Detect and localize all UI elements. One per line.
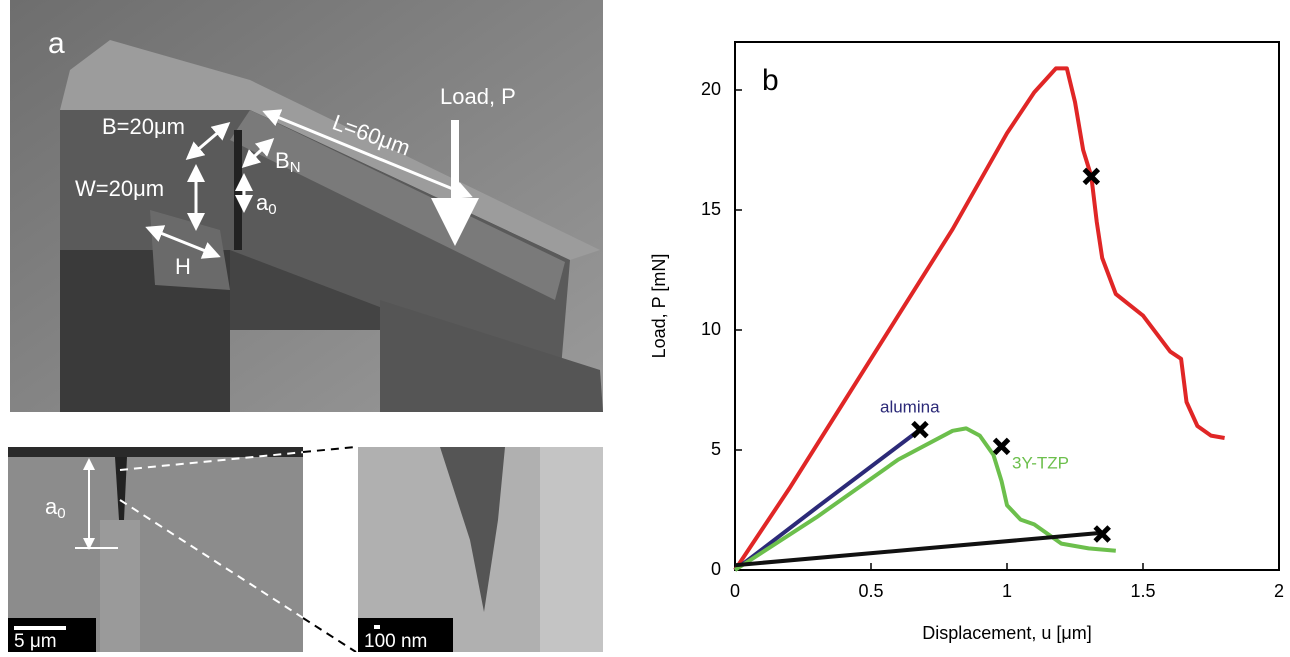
y-tick-label: 15: [701, 199, 721, 219]
figure: a Load, P L=60μm B=20μm W=20μm H BN a0 a…: [0, 0, 1290, 652]
series-label: alumina: [880, 397, 940, 416]
x-axis-title: Displacement, u [μm]: [922, 623, 1091, 643]
sem-image-tip: 100 nm: [358, 447, 603, 652]
x-tick-label: 1: [1002, 581, 1012, 601]
a0-sub: 0: [268, 201, 276, 218]
panel-label: a: [48, 27, 65, 60]
x-tick-label: 2: [1274, 581, 1284, 601]
plot-frame: [735, 42, 1279, 570]
series-label: 3Y-TZP: [1012, 453, 1069, 472]
x-tick-label: 1.5: [1130, 581, 1155, 601]
w-label: W=20μm: [75, 176, 164, 201]
scale-bar-label: 5 μm: [14, 631, 57, 652]
fracture-marker: [995, 439, 1009, 453]
b-label: B=20μm: [102, 114, 185, 139]
sem-image-notch: a0 5 μm: [8, 447, 303, 652]
panel-label: b: [762, 64, 779, 97]
load-label: Load, P: [440, 84, 516, 109]
bn-main: B: [275, 148, 290, 173]
a0-main: a: [256, 190, 269, 215]
y-tick-label: 20: [701, 79, 721, 99]
y-tick-label: 10: [701, 319, 721, 339]
h-label: H: [175, 254, 191, 279]
series-line: [735, 68, 1225, 570]
y-tick-label: 0: [711, 559, 721, 579]
a0-lower-main: a: [45, 494, 58, 519]
fracture-marker: [913, 423, 927, 437]
a0-lower-sub: 0: [57, 505, 65, 522]
x-tick-label: 0: [730, 581, 740, 601]
sem-image-a: a Load, P L=60μm B=20μm W=20μm H BN a0: [10, 0, 603, 412]
series-line: [735, 430, 920, 570]
bn-sub: N: [290, 159, 301, 176]
scale-bar-label: 100 nm: [364, 631, 427, 652]
x-tick-label: 0.5: [858, 581, 883, 601]
series-line: [735, 533, 1102, 565]
y-axis-title: Load, P [mN]: [649, 254, 669, 359]
y-tick-label: 5: [711, 439, 721, 459]
